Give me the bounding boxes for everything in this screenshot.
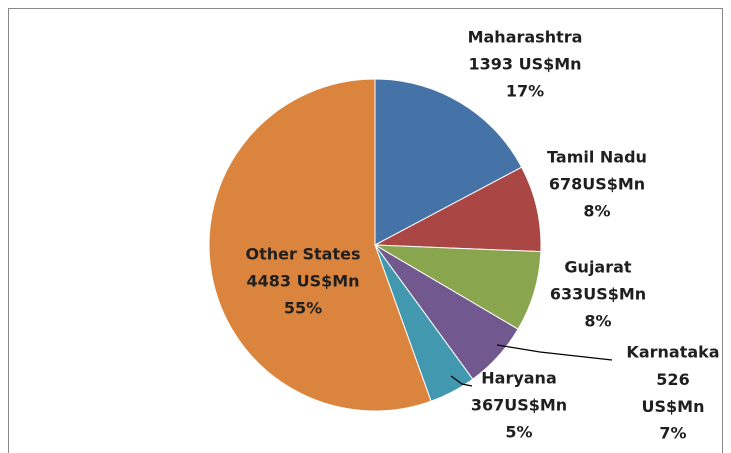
slice-label: Gujarat: [564, 258, 631, 277]
pie-slice: [374, 78, 523, 246]
slice-label: Maharashtra: [468, 28, 583, 47]
pie-slice: [208, 78, 432, 412]
percent-label: 7%: [659, 424, 686, 443]
value-label: 4483 US$Mn: [246, 272, 359, 291]
slice-label: Haryana: [481, 369, 557, 388]
percent-label: 17%: [506, 82, 544, 101]
value-label: 633US$Mn: [550, 285, 646, 304]
percent-label: 55%: [284, 299, 322, 318]
value-label: 367US$Mn: [471, 396, 567, 415]
leader-line: [496, 344, 613, 361]
percent-label: 8%: [583, 202, 610, 221]
percent-label: 8%: [584, 312, 611, 331]
slice-label: Karnataka: [626, 343, 719, 362]
percent-label: 5%: [505, 423, 532, 442]
pie-slice: [373, 166, 542, 253]
leader-line: [450, 375, 473, 387]
slice-label: Other States: [246, 245, 361, 264]
value-label: 1393 US$Mn: [468, 55, 581, 74]
slice-label: Tamil Nadu: [547, 148, 647, 167]
value-label: 678US$Mn: [549, 175, 645, 194]
value-label: 526 US$Mn: [642, 370, 705, 416]
